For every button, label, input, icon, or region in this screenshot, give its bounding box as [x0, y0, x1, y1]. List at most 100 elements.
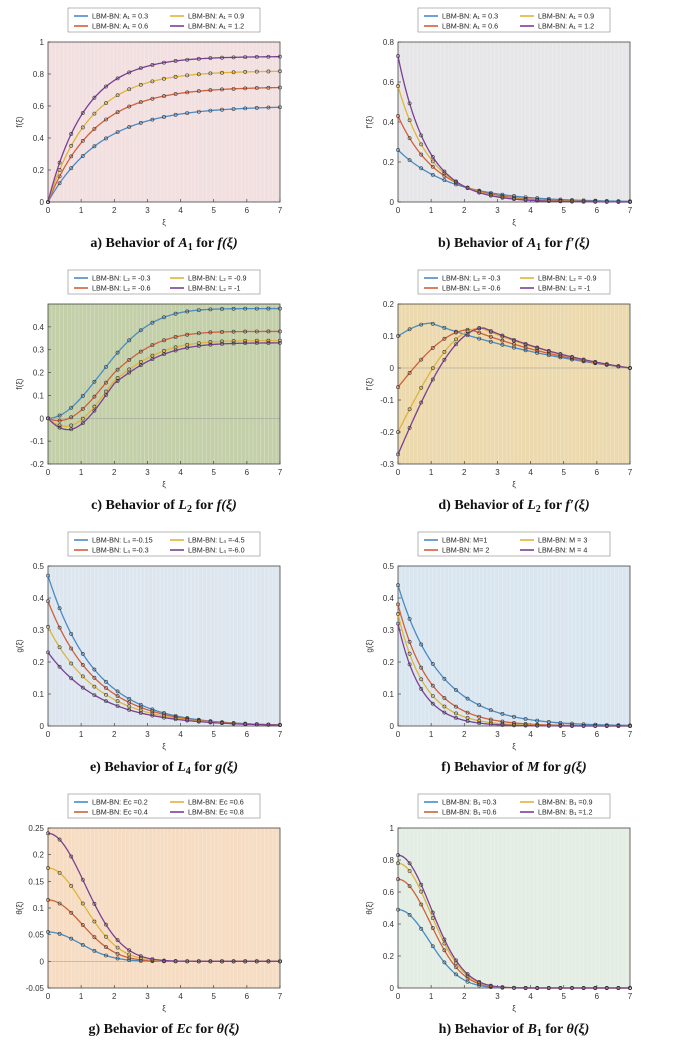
data-point [173, 59, 178, 63]
series-line [47, 86, 281, 203]
data-point [278, 329, 282, 334]
chart-c: -0.2 -0.1 0 0.1 0.2 0.3 0.4 0 1 2 3 4 5 6 7 ξ f(ξ) LBM-BN… [15, 269, 283, 515]
data-point [162, 76, 166, 81]
data-point [104, 84, 108, 89]
data-point [220, 307, 224, 311]
x-tick-label: 5 [211, 992, 216, 1001]
data-point [150, 957, 155, 962]
data-point [396, 583, 400, 588]
data-point [488, 193, 493, 198]
data-point [150, 63, 155, 67]
x-tick-label: 6 [245, 992, 250, 1001]
x-tick-label: 5 [561, 992, 566, 1001]
data-point [570, 355, 574, 359]
data-point [185, 57, 190, 62]
y-tick-label: 0 [40, 957, 45, 966]
series-line [397, 328, 631, 388]
x-tick-label: 5 [561, 730, 566, 739]
data-point [231, 306, 236, 311]
data-point [80, 138, 85, 143]
data-point [454, 965, 458, 970]
data-point [477, 703, 482, 708]
data-point [185, 718, 190, 723]
data-point [523, 198, 528, 202]
data-point [254, 341, 259, 345]
data-point [57, 931, 62, 936]
x-tick-label: 0 [396, 206, 401, 215]
y-tick-label: 0.25 [28, 824, 44, 833]
plot-area [398, 828, 630, 988]
data-point [196, 308, 201, 312]
axes-box [47, 565, 281, 727]
data-point [419, 889, 424, 894]
data-point [488, 328, 493, 333]
data-point [92, 667, 97, 672]
chart-caption: f) Behavior of M for g(ξ) [441, 760, 586, 775]
legend-box [417, 793, 611, 819]
data-point [57, 625, 62, 630]
data-point [535, 718, 540, 723]
data-point [115, 376, 120, 380]
data-point [430, 926, 435, 930]
data-point [208, 340, 213, 344]
data-point [185, 73, 190, 78]
data-point [138, 711, 143, 715]
data-point [162, 715, 166, 720]
data-point [92, 95, 97, 100]
y-tick-label: 0 [40, 414, 45, 423]
plot-stripes [401, 304, 627, 464]
chart-panel-a: 0 0.2 0.4 0.6 0.8 1 0 1 2 3 4 5 6 7 ξ f(ξ) LBM-BN: A₁ = … [0, 0, 345, 262]
data-point [92, 684, 97, 689]
series-line [47, 339, 280, 427]
x-tick-label: 2 [112, 992, 117, 1001]
legend-entry: LBM-BN: L₄ =-0.15 [92, 536, 153, 545]
data-point [104, 380, 108, 385]
y-axis-label: θ(ξ) [365, 901, 374, 915]
data-point [604, 986, 609, 990]
data-point [162, 60, 166, 65]
data-point [92, 948, 97, 953]
data-point [407, 407, 412, 412]
data-point [150, 79, 155, 84]
data-point [278, 85, 282, 90]
legend-entry: LBM-BN: A₁ = 1.2 [538, 22, 594, 31]
data-point [628, 366, 632, 370]
data-point [69, 936, 74, 941]
data-point [266, 722, 271, 727]
data-point [430, 701, 435, 706]
legend-entry: LBM-BN: L₂ = -1 [538, 284, 591, 293]
data-point [581, 357, 586, 362]
plot-stripes [401, 828, 627, 988]
legend-box [417, 531, 611, 557]
data-point [430, 155, 435, 159]
data-point [231, 329, 236, 334]
x-tick-label: 0 [396, 468, 401, 477]
data-point [407, 662, 412, 667]
chart-panel-h: 0 0.2 0.4 0.6 0.8 1 0 1 2 3 4 5 6 7 ξ θ(ξ) LBM-BN: B₁ =0… [350, 786, 695, 1051]
chart-caption: e) Behavior of L4 for g(ξ) [90, 760, 238, 777]
series-line [397, 327, 631, 455]
y-tick-label: 0.5 [383, 562, 395, 571]
chart-caption: a) Behavior of A1 for f(ξ) [90, 236, 237, 253]
data-point [115, 945, 120, 950]
legend-entry: LBM-BN: M=1 [442, 536, 487, 545]
data-point [150, 320, 155, 325]
data-point [500, 723, 505, 727]
data-point [454, 715, 458, 720]
x-tick-label: 4 [528, 730, 533, 739]
x-axis-label: ξ [162, 218, 166, 227]
x-tick-label: 5 [561, 468, 566, 477]
x-tick-label: 0 [396, 730, 401, 739]
x-tick-label: 1 [429, 730, 434, 739]
y-tick-label: -0.2 [30, 460, 44, 469]
data-point [127, 125, 132, 129]
data-point [254, 722, 259, 727]
data-point [465, 972, 470, 977]
data-point [407, 118, 412, 123]
data-point [419, 322, 424, 327]
data-point [407, 136, 412, 141]
data-point [92, 901, 97, 906]
data-point [477, 336, 482, 341]
data-point [220, 87, 224, 92]
data-point [477, 714, 482, 719]
